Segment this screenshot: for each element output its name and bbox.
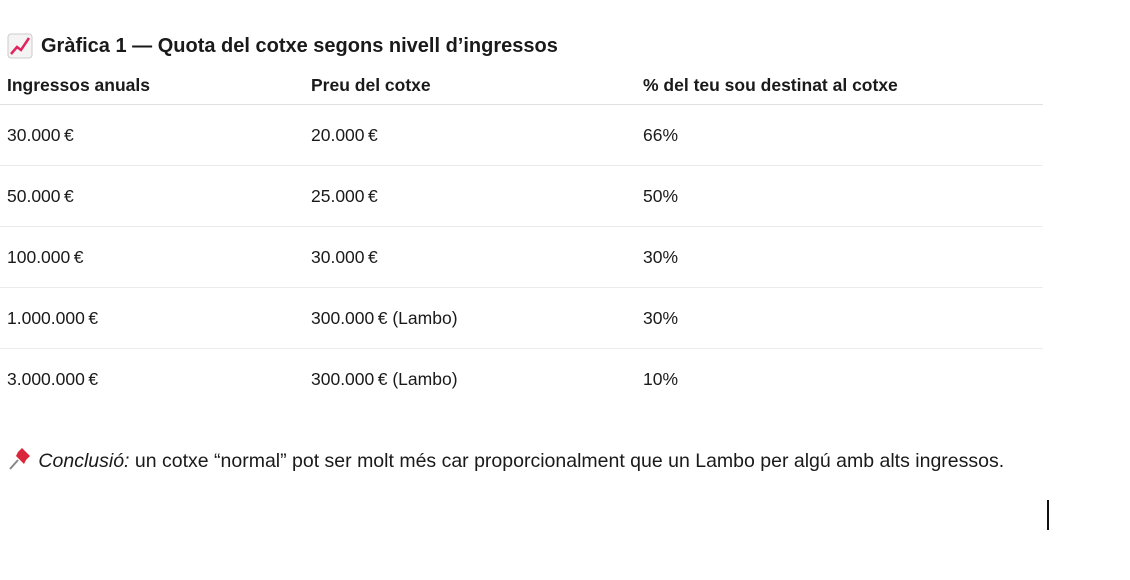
cell: 30.000 € <box>304 226 636 288</box>
cell: 10% <box>643 368 679 389</box>
table-row: 100.000 €30.000 €30% <box>0 226 1043 288</box>
column-header: % del teu sou destinat al cotxe <box>636 66 1043 105</box>
cell: 50.000 € <box>0 165 304 227</box>
cell: 30% <box>636 287 1043 349</box>
table-row: 50.000 €25.000 €50% <box>0 165 1043 227</box>
cell: 1.000.000 € <box>0 287 304 349</box>
table-row: 3.000.000 € 300.000 € (Lambo) 10% <box>0 349 1043 410</box>
table-body: 30.000 €20.000 €66% 50.000 €25.000 €50% 10… <box>0 104 1043 410</box>
cell: 20.000 € <box>304 104 636 166</box>
conclusion-text: un cotxe “normal” pot ser molt més car p… <box>134 450 1005 472</box>
cell: 3.000.000 € <box>7 368 99 389</box>
table: Ingressos anuals Preu del cotxe% del teu … <box>0 66 1043 409</box>
title: Gràfica 1 — Quota del cotxe segons nivel… <box>41 34 558 57</box>
text-cursor <box>1047 500 1049 530</box>
heading: Gràfica 1 — Quota del cotxe segons nivel… <box>7 33 558 59</box>
cell: 25.000 € <box>304 165 636 227</box>
cell: 50% <box>636 165 1043 227</box>
cell: 30% <box>636 226 1043 288</box>
conclusion: Conclusió: un cotxe “normal” pot ser mol… <box>7 443 1042 479</box>
table-row: 1.000.000 €300.000 € (Lambo) 30% <box>0 287 1043 349</box>
cell: 300.000 € (Lambo) <box>304 287 636 349</box>
column-header: Ingressos anuals <box>0 66 304 105</box>
chart-icon <box>7 33 33 59</box>
header-row: Ingressos anuals Preu del cotxe% del teu … <box>0 66 1043 105</box>
table-row: 30.000 €20.000 €66% <box>0 104 1043 166</box>
column-header: Preu del cotxe <box>304 66 636 105</box>
cell: 66% <box>636 104 1043 166</box>
conclusion-label: Conclusió: <box>38 450 130 472</box>
cell: 100.000 € <box>0 226 304 288</box>
cell: 300.000 € (Lambo) <box>311 368 458 389</box>
cell: 30.000 € <box>0 104 304 166</box>
pin-icon <box>9 448 30 470</box>
